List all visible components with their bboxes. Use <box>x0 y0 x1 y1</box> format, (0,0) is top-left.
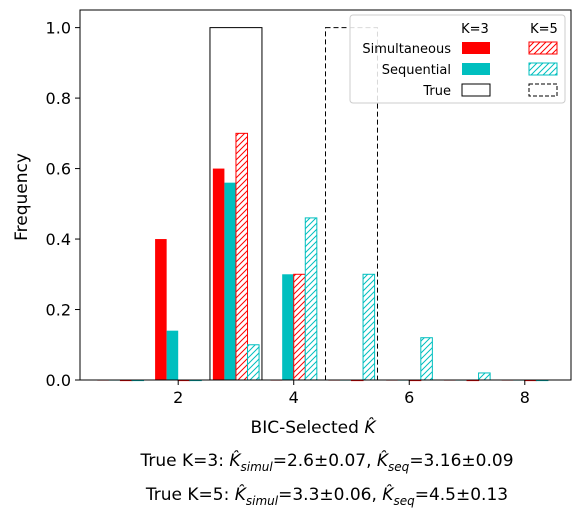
bar-sequential-k5-x4 <box>304 217 318 381</box>
legend-swatch-seq-k3 <box>462 63 490 75</box>
y-ticks: 0.0 0.2 0.4 0.6 0.8 1.0 <box>46 19 80 390</box>
bar-sequential-k5-x5 <box>362 273 376 381</box>
legend-row-true: True <box>422 84 451 99</box>
legend-row-simultaneous: Simultaneous <box>362 42 451 57</box>
x-tick-label: 6 <box>404 388 414 407</box>
y-tick-label: 0.6 <box>46 160 71 179</box>
bar-sequential-k3-x2 <box>166 330 179 380</box>
legend-swatch-true-k5 <box>528 83 558 97</box>
legend-row-sequential: Sequential <box>382 63 451 78</box>
bars-layer <box>97 132 549 382</box>
y-tick-label: 1.0 <box>46 19 71 38</box>
bar-sequential-k5-x6 <box>420 337 433 381</box>
x-tick-label: 8 <box>520 388 530 407</box>
x-axis-label: BIC-Selected K̂ <box>251 417 378 438</box>
x-tick-label: 4 <box>289 388 299 407</box>
bar-simultaneous-k3-x2 <box>155 239 167 380</box>
bar-sequential-k5-x3 <box>247 344 260 381</box>
caption-line-k3: True K=3: K̂simul=2.6±0.07, K̂seq=3.16±0… <box>139 450 513 474</box>
bar-simultaneous-k3-x3 <box>212 168 225 380</box>
legend-frame <box>349 14 566 104</box>
bar-simultaneous-k5-x3 <box>235 132 249 381</box>
y-tick-label: 0.0 <box>46 371 71 390</box>
y-axis-label: Frequency <box>12 153 32 241</box>
legend-swatch-seq-k5 <box>528 62 558 76</box>
x-ticks: 2 4 6 8 <box>173 380 530 407</box>
y-tick-label: 0.2 <box>46 301 71 320</box>
plot-frame <box>79 9 572 381</box>
bar-sequential-k3-x3 <box>224 182 236 380</box>
legend-swatch-true-k3 <box>461 83 491 97</box>
y-tick-label: 0.8 <box>46 89 71 108</box>
legend-column-k3: K=3 <box>461 22 489 37</box>
caption-line-k5: True K=5: K̂simul=3.3±0.06, K̂seq=4.5±0.… <box>145 484 508 508</box>
y-tick-label: 0.4 <box>46 230 71 249</box>
legend-swatch-simul-k3 <box>462 42 490 54</box>
legend-swatch-simul-k5 <box>528 41 558 55</box>
x-tick-label: 2 <box>173 388 183 407</box>
bar-simultaneous-k5-x4 <box>293 273 306 381</box>
legend-column-k5: K=5 <box>530 22 558 37</box>
bar-sequential-k5-x7 <box>478 372 491 381</box>
legend: K=3 K=5 Simultaneous Sequential True <box>349 14 566 104</box>
caption: True K=3: K̂simul=2.6±0.07, K̂seq=3.16±0… <box>139 450 513 508</box>
bar-sequential-k3-x4 <box>282 274 294 380</box>
